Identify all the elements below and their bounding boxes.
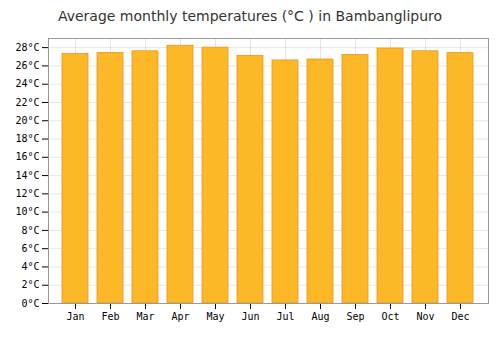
svg-text:24°C: 24°C [15,78,39,89]
svg-text:Feb: Feb [101,311,119,322]
svg-text:Aug: Aug [311,311,329,322]
svg-text:Sep: Sep [346,311,364,322]
svg-text:May: May [206,311,224,322]
svg-text:4°C: 4°C [21,261,39,272]
svg-text:Jun: Jun [241,311,259,322]
svg-text:16°C: 16°C [15,151,39,162]
svg-text:28°C: 28°C [15,42,39,53]
svg-text:Nov: Nov [416,311,434,322]
svg-text:Mar: Mar [136,311,154,322]
svg-text:10°C: 10°C [15,206,39,217]
svg-text:8°C: 8°C [21,225,39,236]
svg-text:Dec: Dec [451,311,469,322]
svg-text:12°C: 12°C [15,188,39,199]
svg-text:14°C: 14°C [15,170,39,181]
svg-text:2°C: 2°C [21,279,39,290]
html-text:Average monthly temperatures (: Average monthly temperatures (°C ) in Ba… [57,8,443,24]
svg-text:18°C: 18°C [15,133,39,144]
svg-text:26°C: 26°C [15,60,39,71]
svg-text:6°C: 6°C [21,243,39,254]
svg-text:0°C: 0°C [21,298,39,309]
svg-text:Apr: Apr [171,311,189,322]
svg-text:22°C: 22°C [15,97,39,108]
svg-text:Oct: Oct [381,311,399,322]
svg-text:20°C: 20°C [15,115,39,126]
svg-text:Jan: Jan [66,311,84,322]
svg-text:Jul: Jul [276,311,294,322]
